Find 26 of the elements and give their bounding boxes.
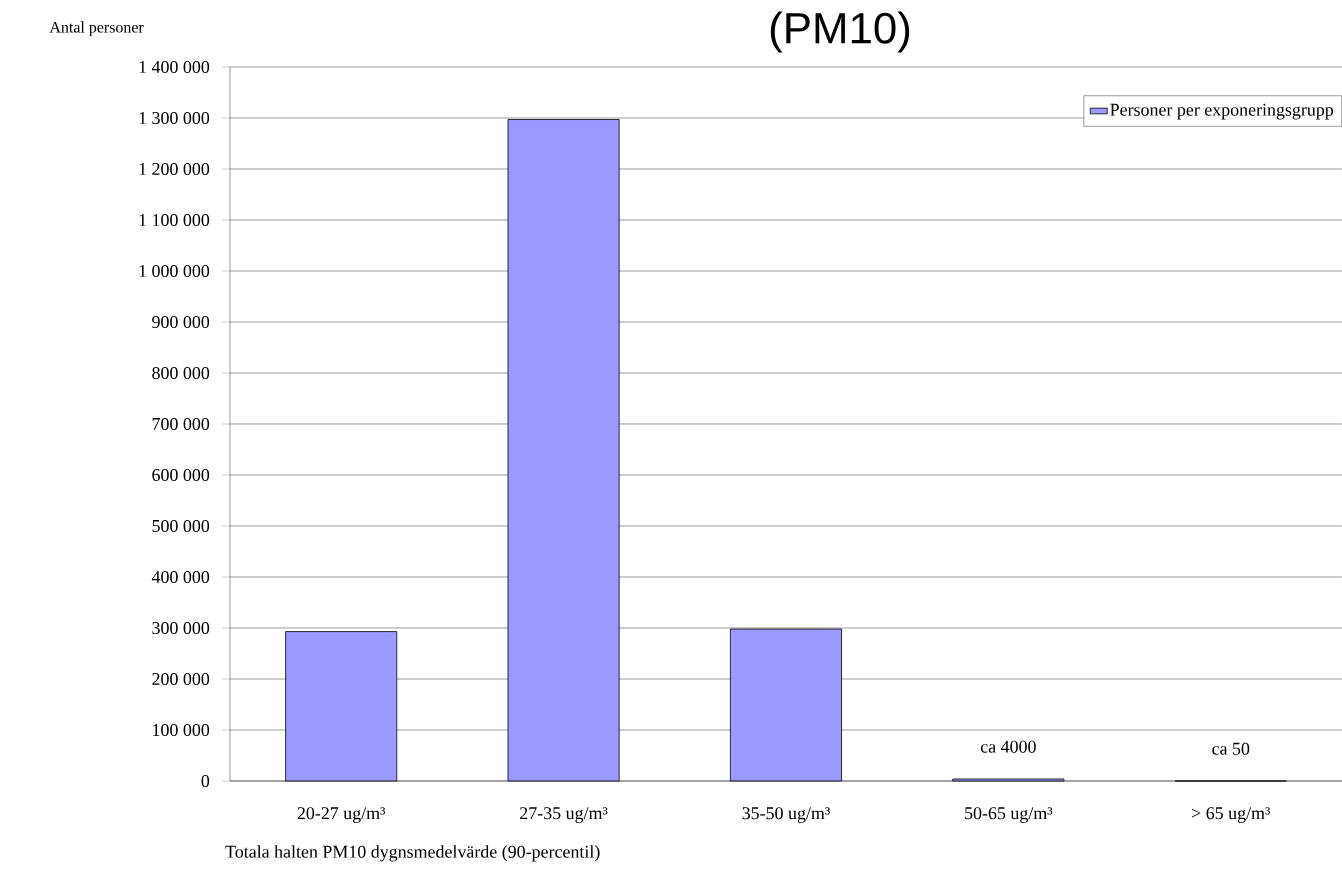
y-tick-label: 1 300 000 <box>139 111 210 125</box>
x-tick-label: 50-65 ug/m³ <box>965 807 1053 823</box>
y-tick-label: 1 400 000 <box>139 60 210 74</box>
y-tick-label: 300 000 <box>152 621 210 635</box>
y-tick-label: 800 000 <box>152 366 210 380</box>
x-tick-label: 20-27 ug/m³ <box>297 807 386 823</box>
y-tick-label: 1 000 000 <box>139 264 210 278</box>
y-axis-title: Antal personer <box>49 21 144 36</box>
y-tick-label: 1 100 000 <box>139 213 210 227</box>
y-tick-label: 600 000 <box>152 468 210 482</box>
x-axis-title: Totala halten PM10 dygnsmedelvärde (90-percentil) <box>225 845 600 862</box>
y-tick-label: 900 000 <box>152 315 210 329</box>
x-tick-label: 27-35 ug/m³ <box>520 807 608 823</box>
y-tick-label: 0 <box>201 774 210 788</box>
y-tick-label: 1 200 000 <box>139 162 210 176</box>
y-tick-label: 400 000 <box>151 570 210 584</box>
y-tick-label: 500 000 <box>152 519 210 533</box>
data-label: ca 50 <box>1212 742 1250 755</box>
chart-title: (PM10) <box>770 11 910 53</box>
x-tick-label: > 65 ug/m³ <box>1192 807 1271 823</box>
y-tick-label: 700 000 <box>152 417 210 431</box>
data-label: ca 4000 <box>980 740 1036 753</box>
y-tick-label: 200 000 <box>152 672 210 686</box>
y-tick-label: 100 000 <box>153 723 210 737</box>
legend-label: Personer per exponeringsgrupp <box>1110 103 1334 120</box>
x-tick-label: 35-50 ug/m³ <box>742 807 830 823</box>
